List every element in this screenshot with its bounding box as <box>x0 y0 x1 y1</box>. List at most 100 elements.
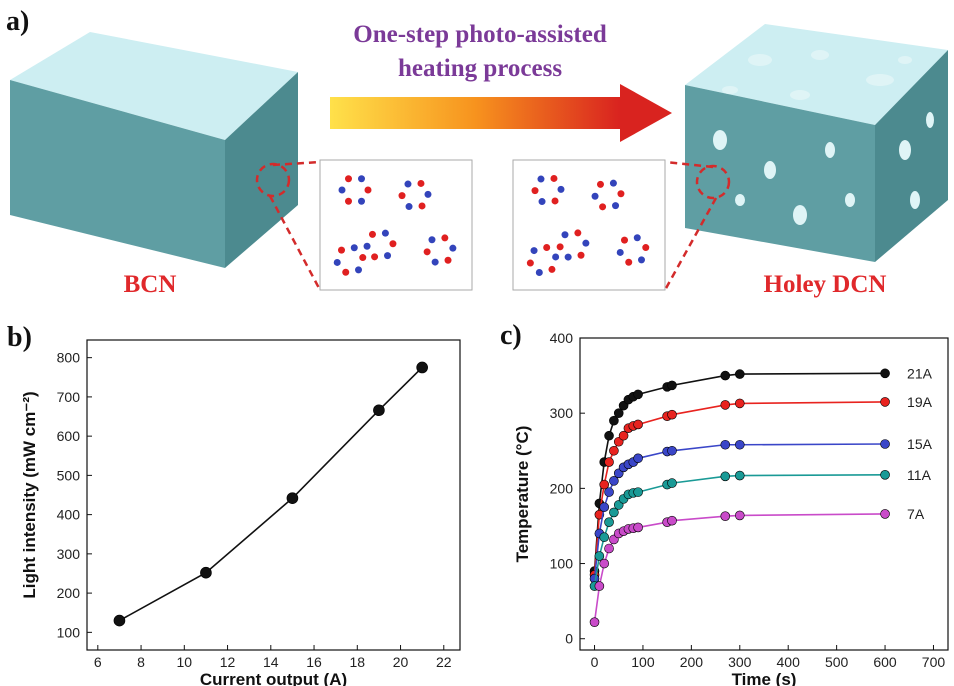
atom <box>419 202 426 209</box>
x-tick-label: 22 <box>436 654 452 670</box>
data-point <box>287 493 298 504</box>
atom <box>617 190 624 197</box>
atom <box>543 244 550 251</box>
x-tick-label: 700 <box>922 654 946 670</box>
atom <box>351 244 358 251</box>
x-tick-label: 16 <box>306 654 322 670</box>
atom <box>406 203 413 210</box>
data-point <box>668 479 677 488</box>
x-tick-label: 600 <box>873 654 897 670</box>
x-tick-label: 6 <box>94 654 102 670</box>
y-tick-label: 800 <box>57 350 81 366</box>
y-tick-label: 400 <box>550 330 574 346</box>
data-point <box>668 446 677 455</box>
panel-label: a) <box>6 6 29 37</box>
x-tick-label: 300 <box>728 654 752 670</box>
atom <box>342 269 349 276</box>
atom <box>550 175 557 182</box>
panel-label: c) <box>500 320 522 351</box>
data-point <box>600 503 609 512</box>
data-point <box>605 544 614 553</box>
atom <box>621 237 628 244</box>
atom <box>537 176 544 183</box>
data-point <box>373 405 384 416</box>
x-tick-label: 0 <box>591 654 599 670</box>
data-point <box>634 488 643 497</box>
atom <box>355 266 362 273</box>
atom <box>557 243 564 250</box>
y-tick-label: 100 <box>550 556 574 572</box>
atom <box>565 254 572 261</box>
x-axis-title: Current output (A) <box>200 670 347 686</box>
data-point <box>881 440 890 449</box>
data-point <box>634 454 643 463</box>
atom <box>445 257 452 264</box>
data-point <box>590 618 599 627</box>
x-tick-label: 10 <box>177 654 193 670</box>
x-tick-label: 100 <box>631 654 655 670</box>
series-label: 21A <box>907 365 933 381</box>
atom <box>638 256 645 263</box>
atom <box>552 197 559 204</box>
data-point <box>634 523 643 532</box>
x-tick-label: 12 <box>220 654 236 670</box>
atom <box>634 234 641 241</box>
atom <box>612 202 619 209</box>
data-point <box>634 420 643 429</box>
atom <box>592 193 599 200</box>
atom <box>532 187 539 194</box>
atom <box>574 229 581 236</box>
data-point <box>114 615 125 626</box>
atom <box>399 192 406 199</box>
data-point <box>881 470 890 479</box>
data-point <box>200 567 211 578</box>
process-arrow <box>330 84 672 142</box>
y-axis-title: Light intensity (mW cm⁻²) <box>20 391 39 598</box>
data-point <box>721 400 730 409</box>
atom <box>552 253 559 260</box>
atom <box>449 245 456 252</box>
atom <box>358 175 365 182</box>
atom <box>610 180 617 187</box>
x-axis-title: Time (s) <box>732 670 797 686</box>
atom <box>597 181 604 188</box>
data-point <box>668 516 677 525</box>
atom <box>625 259 632 266</box>
holey-dcn-cube <box>685 24 948 262</box>
data-point <box>881 369 890 378</box>
data-point <box>605 518 614 527</box>
data-point <box>668 410 677 419</box>
atom <box>561 231 568 238</box>
atom <box>428 236 435 243</box>
y-tick-label: 400 <box>57 507 81 523</box>
atom <box>582 240 589 247</box>
bcn-cube <box>10 32 298 268</box>
atom <box>617 249 624 256</box>
atom <box>441 234 448 241</box>
data-point <box>600 533 609 542</box>
y-tick-label: 200 <box>57 585 81 601</box>
y-tick-label: 500 <box>57 467 81 483</box>
x-tick-label: 500 <box>825 654 849 670</box>
atom <box>424 191 431 198</box>
atom <box>536 269 543 276</box>
data-point <box>605 488 614 497</box>
panel-label: b) <box>7 322 32 353</box>
y-tick-label: 200 <box>550 480 574 496</box>
atom <box>339 187 346 194</box>
y-tick-label: 300 <box>57 546 81 562</box>
x-tick-label: 200 <box>680 654 704 670</box>
data-point <box>881 509 890 518</box>
data-point <box>735 511 744 520</box>
atom <box>345 198 352 205</box>
atom <box>531 247 538 254</box>
arrow-text: heating process <box>398 55 562 82</box>
series-label: 15A <box>907 436 933 452</box>
holey-label: Holey DCN <box>764 271 887 298</box>
atom <box>334 259 341 266</box>
y-tick-label: 600 <box>57 428 81 444</box>
data-point <box>609 446 618 455</box>
data-point <box>595 582 604 591</box>
x-tick-label: 400 <box>777 654 801 670</box>
series-label: 11A <box>907 467 932 483</box>
